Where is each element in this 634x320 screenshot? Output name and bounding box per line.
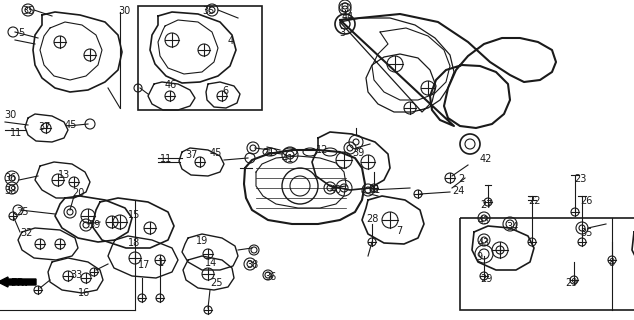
Text: 32: 32 xyxy=(20,228,32,238)
Text: 5: 5 xyxy=(18,28,24,38)
Text: 27: 27 xyxy=(480,200,493,210)
Text: 31: 31 xyxy=(368,185,380,195)
Text: 34: 34 xyxy=(506,222,518,232)
Text: 12: 12 xyxy=(316,145,328,155)
Text: 8: 8 xyxy=(608,258,614,268)
Text: 36: 36 xyxy=(264,272,276,282)
Text: 35: 35 xyxy=(202,6,214,16)
Text: FR.: FR. xyxy=(10,278,28,288)
Text: 21: 21 xyxy=(262,148,275,158)
Text: 2: 2 xyxy=(458,174,464,184)
Text: 6: 6 xyxy=(222,86,228,96)
Text: 28: 28 xyxy=(366,214,378,224)
Text: 1: 1 xyxy=(158,258,164,268)
Text: 11: 11 xyxy=(160,154,172,164)
Text: 40: 40 xyxy=(330,185,342,195)
Text: 23: 23 xyxy=(574,174,586,184)
Text: 30: 30 xyxy=(118,6,130,16)
Text: 38: 38 xyxy=(4,186,16,196)
Text: 46: 46 xyxy=(165,80,178,90)
Text: 45: 45 xyxy=(210,148,223,158)
Text: 30: 30 xyxy=(4,110,16,120)
Text: 17: 17 xyxy=(138,260,150,270)
Text: 26: 26 xyxy=(580,196,592,206)
Text: 43: 43 xyxy=(478,216,490,226)
Text: 15: 15 xyxy=(128,210,140,220)
Text: 43: 43 xyxy=(478,238,490,248)
Text: 39: 39 xyxy=(352,148,365,158)
Text: 33: 33 xyxy=(70,270,82,280)
Text: 37: 37 xyxy=(38,122,50,132)
Bar xyxy=(138,6,262,110)
Text: 38: 38 xyxy=(246,260,258,270)
Text: 3: 3 xyxy=(339,28,345,38)
Text: 35: 35 xyxy=(580,228,592,238)
Text: 44: 44 xyxy=(342,12,354,22)
Text: 9: 9 xyxy=(476,252,482,262)
FancyArrow shape xyxy=(0,277,36,287)
Text: 14: 14 xyxy=(205,258,217,268)
Text: 25: 25 xyxy=(210,278,223,288)
Text: 37: 37 xyxy=(185,150,197,160)
Text: 36: 36 xyxy=(4,173,16,183)
Text: 20: 20 xyxy=(72,188,84,198)
Bar xyxy=(460,218,634,310)
Text: 41: 41 xyxy=(282,154,294,164)
Text: 18: 18 xyxy=(128,238,140,248)
Text: 39: 39 xyxy=(88,220,100,230)
Text: 11: 11 xyxy=(10,128,22,138)
Text: 4: 4 xyxy=(228,36,234,46)
Text: 29: 29 xyxy=(480,274,493,284)
Text: 19: 19 xyxy=(196,236,208,246)
Text: 45: 45 xyxy=(65,120,77,130)
Text: 35: 35 xyxy=(22,6,34,16)
Text: 16: 16 xyxy=(78,288,90,298)
Text: 42: 42 xyxy=(480,154,493,164)
Text: 13: 13 xyxy=(58,170,70,180)
Text: 29: 29 xyxy=(565,278,578,288)
Text: 25: 25 xyxy=(16,207,29,217)
Text: 24: 24 xyxy=(452,186,464,196)
Text: 7: 7 xyxy=(396,226,402,236)
Text: 22: 22 xyxy=(528,196,541,206)
